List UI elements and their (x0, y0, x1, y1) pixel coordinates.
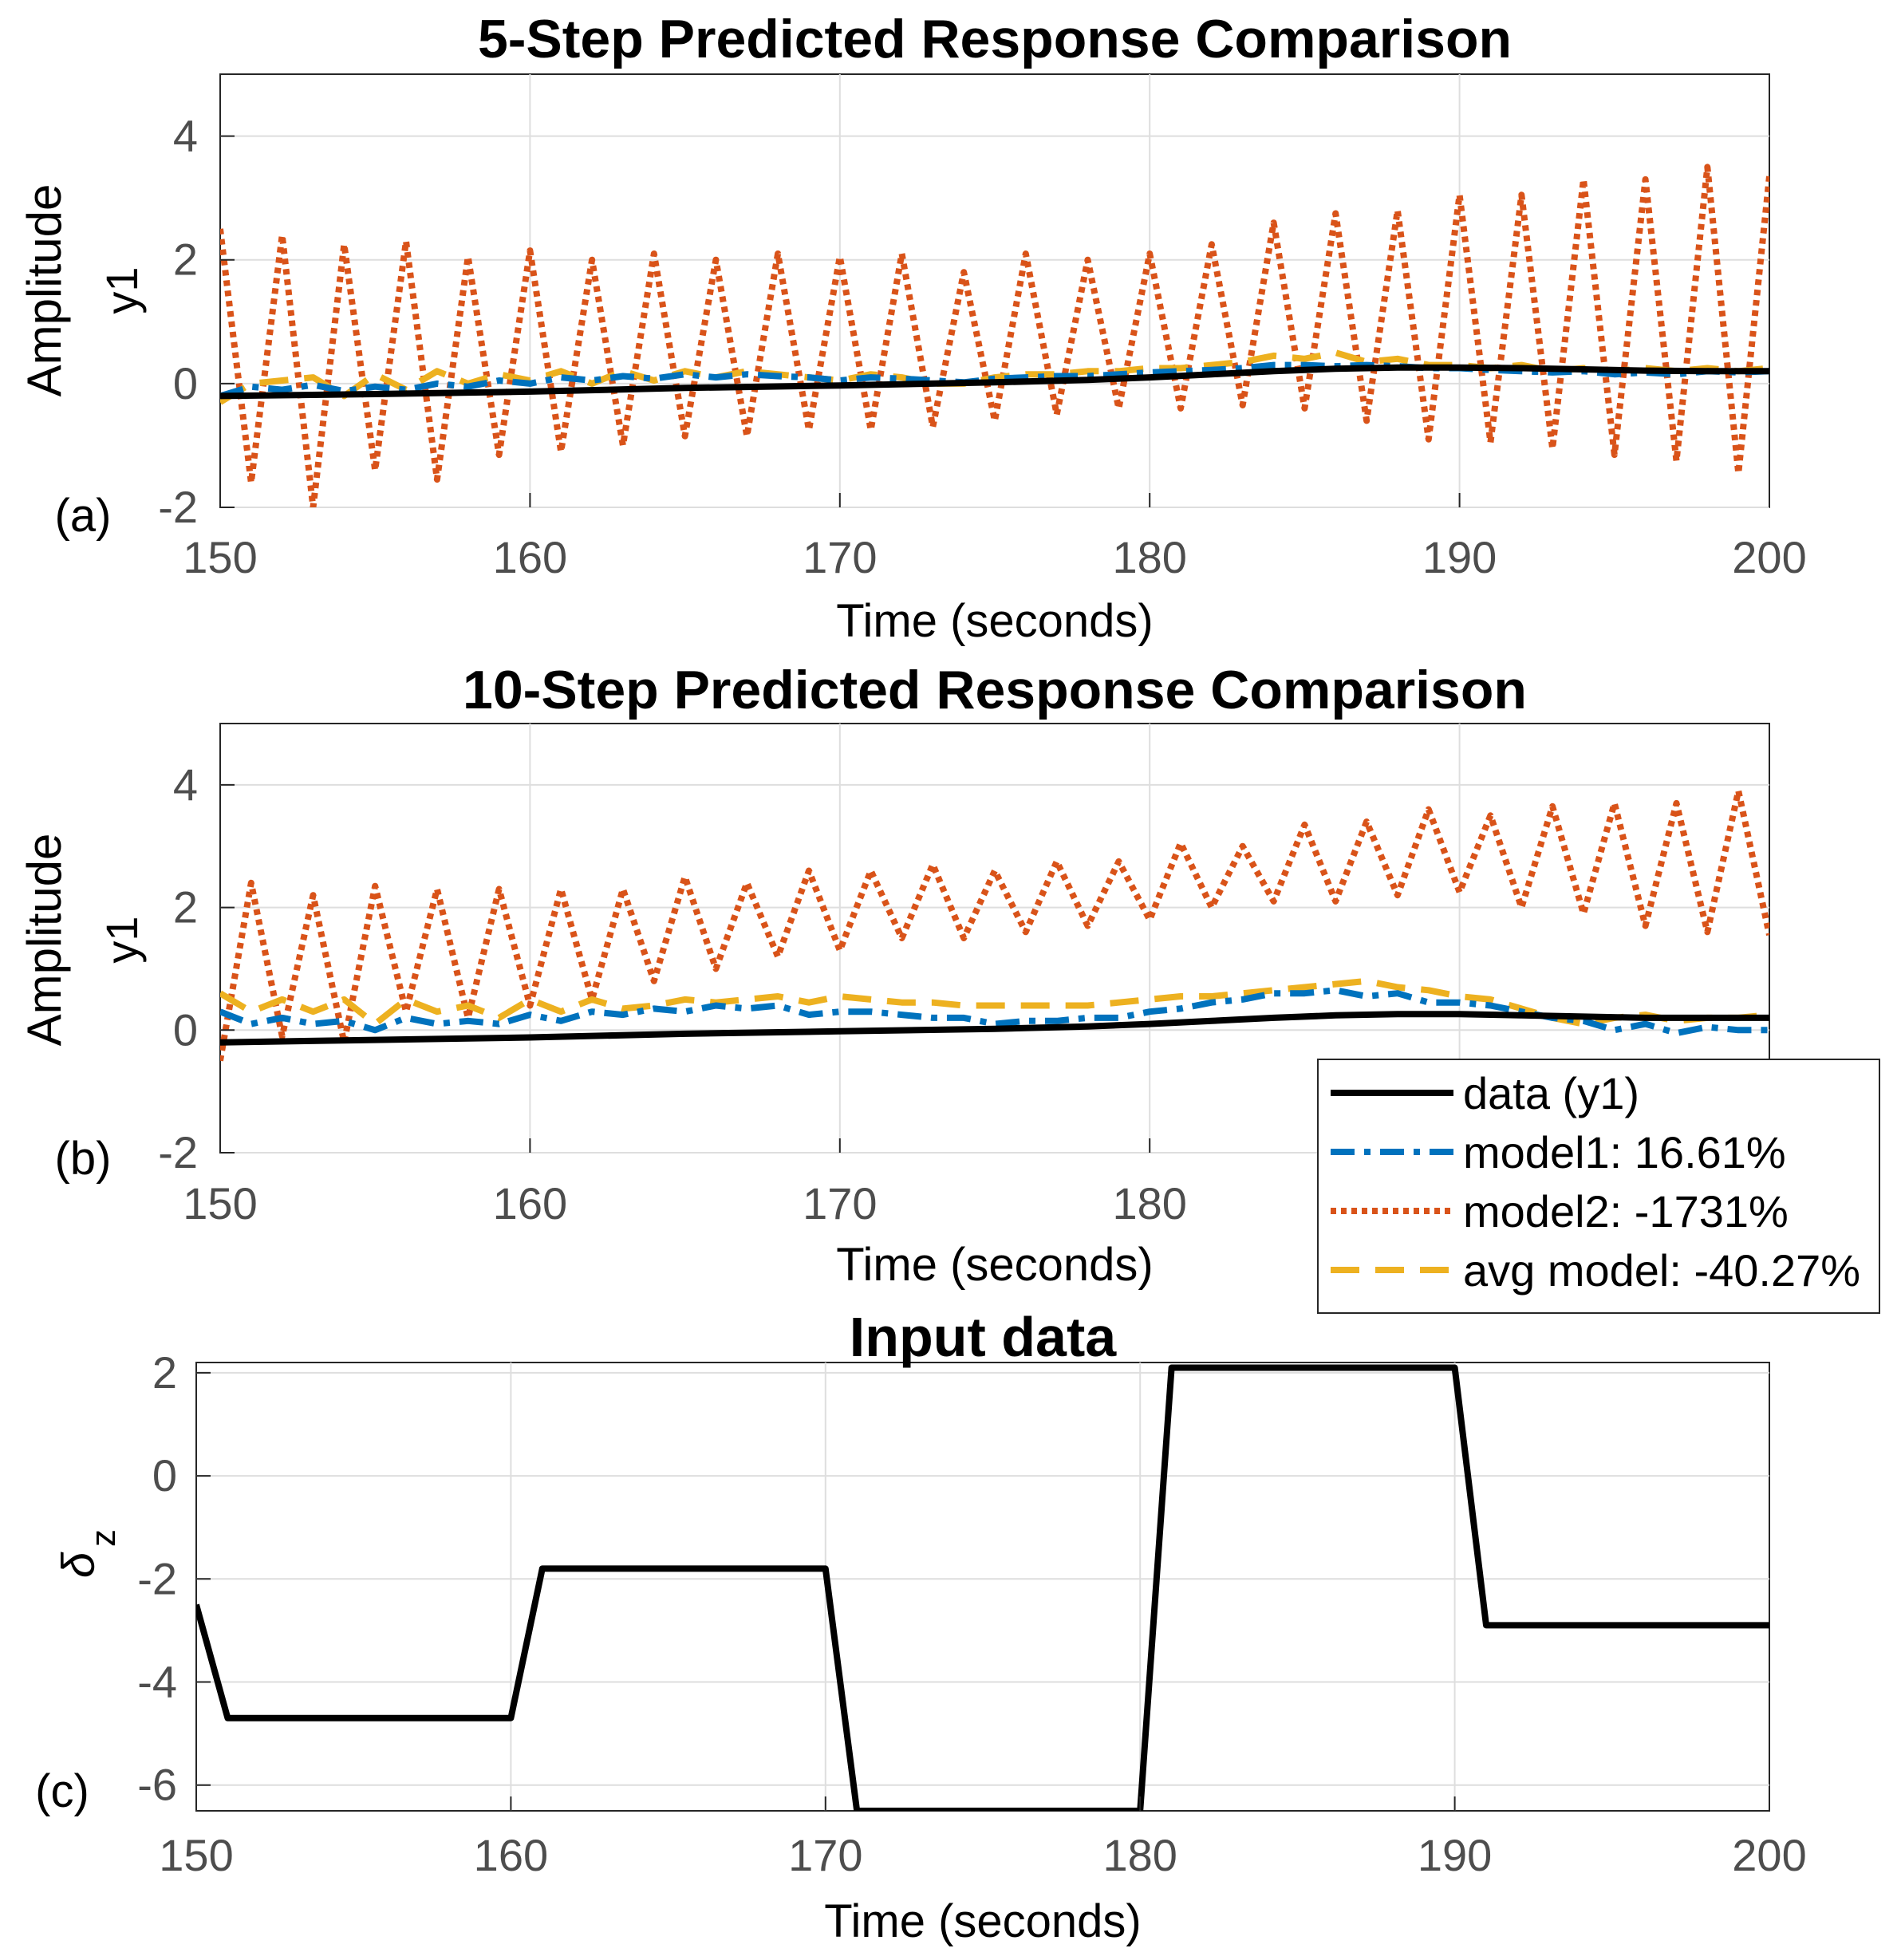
panel-c: 150 160 170 180 190 200 -6 -4 -2 0 2 Input data Ti… (35, 1306, 1807, 1947)
x-tick-label-c: 190 (1418, 1830, 1492, 1880)
y-tick-label-a: 0 (173, 358, 198, 408)
x-tick-label-c: 180 (1102, 1830, 1177, 1880)
x-tick-label-a: 170 (803, 532, 877, 582)
x-tick-label-c: 170 (788, 1830, 862, 1880)
chart-title-c: Input data (850, 1306, 1117, 1368)
chart-title-a: 5-Step Predicted Response Comparison (478, 9, 1512, 69)
series-avg-line-b (220, 977, 1769, 1027)
y-tick-label-c: -6 (137, 1760, 177, 1810)
y-tick-label-a: -2 (158, 482, 198, 532)
legend-label-data: data (y1) (1463, 1068, 1639, 1118)
legend-label-avg: avg model: -40.27% (1463, 1245, 1860, 1295)
legend: data (y1) model1: 16.61% model2: -1731% avg… (1317, 1059, 1880, 1314)
y-axis-label-c: δ z (53, 1529, 123, 1578)
legend-label-model1: model1: 16.61% (1463, 1127, 1786, 1177)
x-axis-label-b: Time (seconds) (836, 1239, 1154, 1291)
y-tick-label-b: -2 (158, 1127, 198, 1177)
x-tick-label-a: 190 (1422, 532, 1497, 582)
y-axis-label-b: Amplitude (18, 834, 71, 1047)
x-tick-label-c: 200 (1732, 1830, 1806, 1880)
y-tick-label-a: 2 (173, 235, 198, 285)
y-tick-label-c: 0 (152, 1450, 177, 1501)
panel-label-b: (b) (55, 1133, 112, 1185)
y-axis-sublabel-a: y1 (97, 266, 147, 314)
x-tick-label-b: 170 (803, 1178, 877, 1228)
y-axis-sublabel-b: y1 (97, 916, 147, 963)
x-axis-label-a: Time (seconds) (836, 595, 1154, 647)
legend-label-model2: model2: -1731% (1463, 1186, 1789, 1236)
series-model2-line-a (220, 164, 1769, 507)
delta-symbol: δ (53, 1552, 105, 1578)
x-tick-label-a: 160 (493, 532, 567, 582)
series-data-line-a (220, 364, 1769, 400)
panel-a: 150 160 170 180 190 200 -2 0 2 4 5-Step Predicted… (18, 9, 1807, 647)
x-tick-label-b: 160 (493, 1178, 567, 1228)
panel-label-c: (c) (35, 1765, 89, 1817)
chart-title-b: 10-Step Predicted Response Comparison (463, 660, 1527, 720)
x-tick-label-c: 160 (474, 1830, 548, 1880)
y-tick-label-a: 4 (173, 111, 198, 161)
x-tick-label-a: 180 (1112, 532, 1186, 582)
x-tick-label-b: 180 (1112, 1178, 1186, 1228)
x-axis-label-c: Time (seconds) (824, 1895, 1142, 1947)
delta-subscript: z (84, 1529, 123, 1547)
y-tick-label-c: 2 (152, 1347, 177, 1398)
series-input-line-c (196, 1364, 1769, 1811)
y-tick-label-b: 2 (173, 882, 198, 933)
x-tick-label-b: 150 (183, 1178, 257, 1228)
y-axis-label-a: Amplitude (18, 184, 71, 397)
x-tick-label-c: 150 (159, 1830, 233, 1880)
plot-area-c (195, 1362, 1770, 1812)
x-tick-label-a: 150 (183, 532, 257, 582)
series-model1-line-b (220, 987, 1769, 1037)
x-tick-label-a: 200 (1732, 532, 1806, 582)
panel-label-a: (a) (55, 490, 112, 542)
y-tick-label-b: 4 (173, 759, 198, 810)
y-tick-label-c: -2 (137, 1553, 177, 1603)
plot-area-a (219, 73, 1770, 508)
legend-box (1317, 1059, 1880, 1314)
y-tick-label-c: -4 (137, 1657, 177, 1707)
y-tick-label-b: 0 (173, 1004, 198, 1055)
series-data-line-b (220, 1011, 1769, 1046)
